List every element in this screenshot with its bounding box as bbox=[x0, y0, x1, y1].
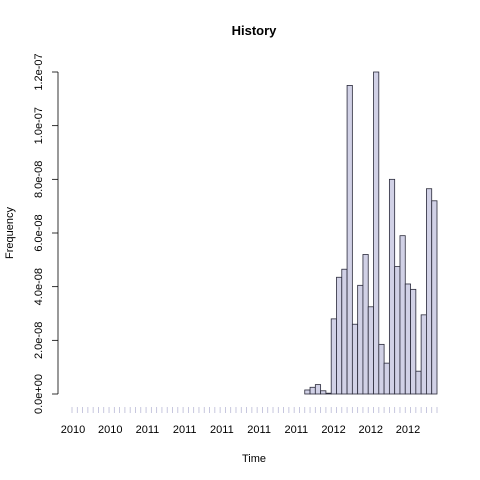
x-tick-label: 2012 bbox=[321, 424, 345, 436]
x-tick-label: 2012 bbox=[396, 424, 420, 436]
y-tick-label: 4.0e-08 bbox=[33, 268, 45, 305]
x-axis-label: Time bbox=[242, 453, 266, 465]
bars-group bbox=[304, 71, 438, 395]
histogram-bar bbox=[362, 254, 369, 395]
y-axis-label: Frequency bbox=[4, 207, 16, 259]
x-tick-labels: 2010 2010 2011 2011 2011 2011 2011 2012 2012 2012 bbox=[61, 424, 420, 436]
histogram-bar bbox=[420, 314, 427, 395]
histogram-bar bbox=[378, 343, 385, 395]
y-tick-label: 2.0e-08 bbox=[33, 322, 45, 359]
histogram-bar bbox=[325, 392, 332, 395]
histogram-bar bbox=[410, 288, 417, 395]
x-tick-label: 2012 bbox=[359, 424, 383, 436]
y-tick-label: 1.2e-07 bbox=[33, 53, 45, 90]
histogram-bar bbox=[404, 283, 411, 395]
y-tick-label: 0.0e+00 bbox=[33, 374, 45, 414]
histogram-bar bbox=[341, 268, 348, 395]
y-tick-label: 8.0e-08 bbox=[33, 161, 45, 198]
y-tick-label: 6.0e-08 bbox=[33, 214, 45, 251]
histogram-bar bbox=[394, 266, 401, 395]
histogram-bar bbox=[426, 188, 433, 395]
histogram-bar bbox=[314, 384, 322, 395]
x-tick-label: 2011 bbox=[136, 424, 160, 436]
histogram-bar bbox=[399, 235, 406, 395]
histogram-bar bbox=[304, 389, 311, 395]
histogram-bar bbox=[367, 306, 374, 395]
histogram-bar bbox=[309, 386, 316, 395]
histogram-bar bbox=[415, 370, 422, 395]
histogram-bar bbox=[346, 85, 353, 395]
histogram-bar bbox=[431, 200, 438, 395]
x-tick-label: 2010 bbox=[98, 424, 122, 436]
histogram-bar bbox=[383, 362, 390, 395]
histogram-bar bbox=[388, 178, 396, 395]
chart-title: History bbox=[232, 23, 278, 38]
y-axis: 0.0e+00 2.0e-08 4.0e-08 6.0e-08 8.0e-08 1.0e-… bbox=[33, 53, 59, 414]
x-minor-ticks bbox=[71, 407, 438, 413]
y-tick-label: 1.0e-07 bbox=[33, 107, 45, 144]
histogram-bar bbox=[351, 323, 359, 395]
x-tick-label: 2011 bbox=[173, 424, 197, 436]
histogram-bar bbox=[336, 276, 343, 395]
histogram-bar bbox=[330, 318, 337, 395]
histogram-bar bbox=[320, 390, 327, 395]
x-tick-label: 2011 bbox=[247, 424, 271, 436]
x-tick-label: 2011 bbox=[210, 424, 234, 436]
x-tick-label: 2010 bbox=[61, 424, 85, 436]
histogram-bar bbox=[357, 284, 364, 395]
x-tick-label: 2011 bbox=[285, 424, 309, 436]
histogram-bar bbox=[373, 71, 380, 395]
